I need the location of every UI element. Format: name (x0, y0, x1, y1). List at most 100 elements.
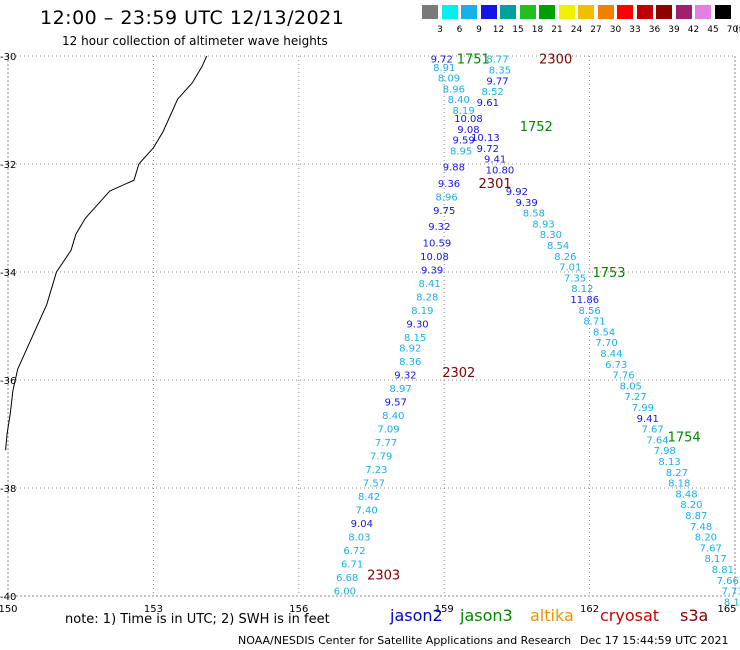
swh-value: 10.08 (454, 114, 483, 125)
swh-value: 7.99 (632, 403, 654, 414)
swh-value: 7.40 (356, 506, 378, 517)
scale-unit: (ft) (735, 25, 740, 35)
scale-swatch (597, 5, 614, 19)
swh-value: 8.13 (658, 457, 680, 468)
axis-ticks: 150 153 156 159 162 165 -30 -32 -34 -36 -38 -40 (0, 52, 737, 615)
swh-value: 7.23 (365, 465, 387, 476)
scale-label: 9 (476, 25, 482, 35)
swh-value: 8.20 (695, 533, 717, 544)
swh-value: 8.19 (411, 306, 433, 317)
scale-swatch (695, 5, 711, 19)
swh-value: 9.32 (394, 371, 416, 382)
swh-value: 8.09 (438, 74, 460, 85)
scale-swatch (500, 5, 516, 19)
satellite-jason2: jason2 (390, 606, 443, 625)
swh-value: 9.39 (515, 198, 537, 209)
swh-value: 6.68 (336, 573, 358, 584)
swh-value: 8.40 (448, 95, 470, 106)
swh-value: 8.03 (348, 533, 370, 544)
scale-swatch (519, 5, 536, 19)
swh-value: 8.58 (523, 209, 545, 220)
swh-value: 9.32 (428, 222, 450, 233)
lon-tick-label: 162 (580, 604, 599, 615)
swh-value: 6.73 (605, 360, 627, 371)
swh-value: 6.71 (341, 560, 363, 571)
scale-label: 21 (551, 25, 563, 35)
lat-tick-label: -32 (0, 160, 16, 171)
scale-swatch (539, 5, 555, 19)
swh-value: 8.35 (489, 66, 511, 77)
swh-value: 8.77 (486, 55, 508, 66)
scale-swatch (578, 5, 594, 19)
swh-value: 8.44 (600, 349, 622, 360)
lat-tick-label: -36 (0, 376, 16, 387)
pass-time-label: 2301 (479, 177, 512, 192)
swh-value: 9.39 (421, 265, 443, 276)
graticule (7, 55, 736, 597)
swh-value: 10.59 (423, 238, 452, 249)
swh-value: 8.87 (685, 511, 707, 522)
lat-tick-label: -38 (0, 484, 16, 495)
swh-value: 8.56 (578, 306, 600, 317)
lat-tick-label: -40 (0, 592, 16, 603)
lon-tick-label: 150 (0, 604, 18, 615)
scale-label: 18 (531, 25, 544, 35)
swh-value: 8.96 (435, 192, 457, 203)
swh-value: 9.75 (433, 206, 455, 217)
swh-value: 7.73 (721, 587, 740, 598)
swh-value: 8.41 (419, 279, 441, 290)
scale-label: 33 (629, 25, 641, 35)
scale-label: 24 (570, 25, 583, 35)
swh-value: 8.91 (433, 63, 455, 74)
pass-time-label: 1754 (668, 431, 701, 446)
scale-swatch (714, 5, 731, 19)
scale-swatch (480, 5, 497, 19)
swh-value: 9.61 (477, 98, 499, 109)
scale-swatch (636, 5, 653, 19)
pass-time-label: 2300 (539, 53, 572, 68)
scale-swatch (656, 5, 672, 19)
swh-value: 9.57 (385, 398, 407, 409)
swh-value: 8.15 (404, 333, 426, 344)
scale-label: 6 (456, 25, 463, 35)
lon-tick-label: 165 (717, 604, 736, 615)
swh-value: 7.27 (625, 392, 647, 403)
swh-value: 7.48 (690, 522, 712, 533)
coastline (5, 55, 208, 451)
swh-value: 8.97 (389, 384, 411, 395)
swh-value: 7.79 (370, 452, 392, 463)
swh-value: 11.86 (570, 295, 599, 306)
scale-label: 45 (707, 25, 719, 35)
scale-swatch (558, 5, 575, 19)
footnote: note: 1) Time is in UTC; 2) SWH is in fe… (65, 612, 330, 627)
lon-tick-label: 159 (435, 604, 454, 615)
scale-swatch (441, 5, 458, 19)
scale-label: 36 (648, 25, 661, 35)
scale-label: 39 (668, 25, 680, 35)
swh-value: 8.48 (675, 489, 697, 500)
swh-value: 7.09 (377, 425, 399, 436)
scale-swatch (617, 5, 633, 19)
swh-value: 8.20 (680, 500, 702, 511)
swh-value: 10.80 (486, 165, 515, 176)
lon-tick-label: 156 (289, 604, 308, 615)
pass-time-label: 2302 (442, 366, 475, 381)
swh-value: 7.67 (700, 543, 722, 554)
swh-value: 8.71 (583, 317, 605, 328)
lat-tick-label: -30 (0, 52, 16, 63)
swh-value: 7.66 (717, 576, 739, 587)
map-title: 12:00 – 23:59 UTC 12/13/2021 (40, 7, 345, 29)
scale-swatch (461, 5, 477, 19)
satellite-altika: altika (530, 606, 574, 625)
scale-label: 12 (492, 25, 505, 35)
swh-value: 8.93 (532, 219, 554, 230)
swh-value: 9.41 (637, 414, 659, 425)
pass-time-labels: 1751 2300 1752 2301 1753 2302 1754 2303 (367, 53, 701, 584)
scale-swatch (422, 5, 438, 19)
swh-value: 9.77 (486, 76, 508, 87)
satellite-cryosat: cryosat (600, 606, 660, 625)
credit-line: NOAA/NESDIS Center for Satellite Applica… (238, 634, 572, 647)
swh-value: 9.04 (351, 519, 373, 530)
generated-timestamp: Dec 17 15:44:59 UTC 2021 (580, 634, 729, 647)
swh-value: 7.76 (612, 371, 634, 382)
